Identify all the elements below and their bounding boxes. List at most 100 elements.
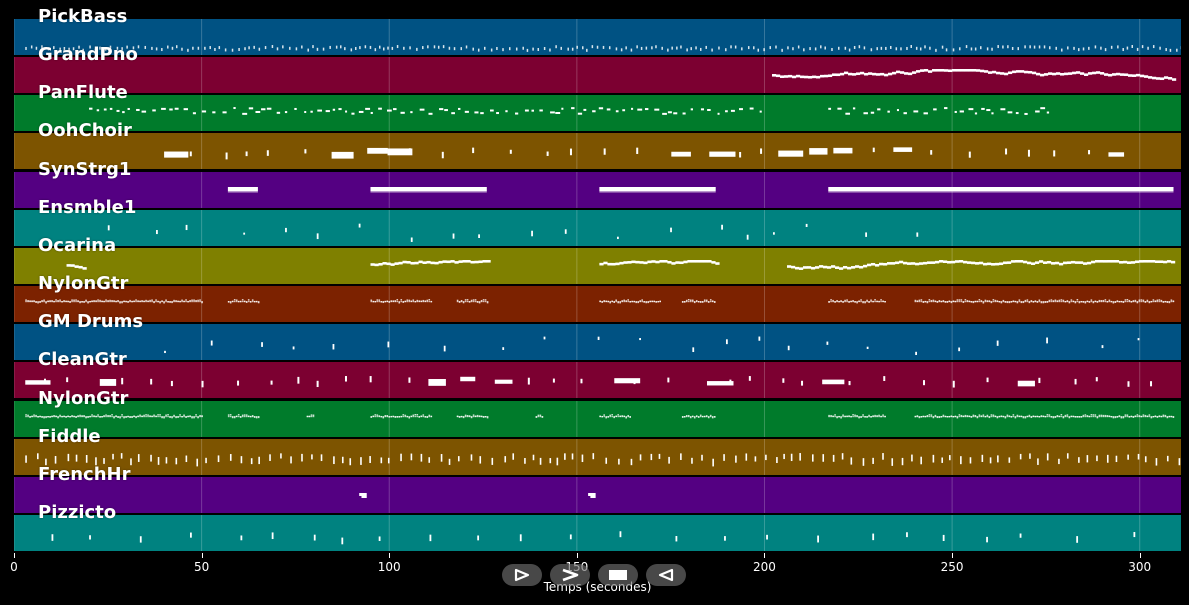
note [285, 227, 287, 232]
note [757, 48, 760, 52]
track-row[interactable]: FrenchHr [14, 464, 1181, 513]
note [1114, 301, 1117, 304]
note [237, 380, 240, 386]
note [420, 453, 423, 462]
note [96, 109, 100, 112]
track-row[interactable]: GM Drums [14, 312, 1181, 361]
note [775, 45, 777, 49]
track-row[interactable]: CleanGtr [14, 350, 1181, 399]
track-row[interactable]: GrandPno [14, 45, 1181, 94]
note [376, 299, 379, 301]
note [1024, 415, 1027, 417]
note [934, 414, 937, 416]
note [1108, 299, 1111, 302]
note [619, 415, 621, 417]
note [486, 301, 489, 303]
note [103, 415, 105, 417]
note [280, 452, 282, 459]
note [950, 415, 953, 417]
note [841, 452, 844, 460]
note [78, 45, 80, 49]
track-row[interactable]: Ensmble1 [14, 197, 1181, 246]
note [1144, 455, 1147, 462]
note [835, 73, 841, 77]
note [374, 48, 377, 52]
note [456, 299, 459, 302]
note [680, 45, 682, 49]
note [462, 301, 465, 303]
track-row[interactable]: OohChoir [14, 121, 1181, 170]
note [67, 301, 69, 303]
note [617, 413, 619, 416]
track-row[interactable]: Pizzicto [14, 502, 1181, 551]
note [75, 299, 77, 301]
track-row[interactable]: PickBass [14, 7, 1181, 55]
note [1090, 415, 1093, 417]
note [982, 302, 985, 304]
note [1044, 301, 1047, 303]
note [992, 301, 995, 303]
note [474, 415, 477, 417]
note [1131, 74, 1137, 78]
note [412, 301, 415, 303]
track-row[interactable]: Ocarina [14, 235, 1181, 284]
note [699, 415, 702, 417]
note [916, 232, 919, 237]
note [1102, 414, 1105, 416]
note [189, 151, 192, 157]
note [884, 301, 886, 303]
track-row[interactable]: NylonGtr [14, 274, 1181, 323]
note [958, 299, 961, 301]
note [683, 301, 686, 303]
x-tick-label: 250 [940, 560, 964, 574]
note [920, 415, 923, 417]
track-row[interactable]: PanFlute [14, 83, 1181, 132]
note [183, 108, 188, 111]
note [468, 415, 471, 417]
note [705, 415, 708, 417]
note [1034, 415, 1037, 417]
note [496, 46, 498, 50]
fast-forward-button[interactable] [550, 564, 590, 586]
note [1098, 259, 1104, 263]
note [74, 265, 79, 268]
note [874, 415, 876, 417]
note [1019, 453, 1022, 460]
note [699, 259, 704, 263]
note [707, 416, 710, 418]
note [247, 299, 250, 301]
note [856, 301, 858, 303]
note [633, 301, 635, 303]
note [682, 112, 686, 115]
note [1022, 301, 1025, 304]
rewind-button[interactable] [646, 564, 686, 586]
note [153, 301, 155, 304]
track-row[interactable]: SynStrg1 [14, 159, 1181, 208]
track-row[interactable]: NylonGtr [14, 388, 1181, 437]
note [1159, 46, 1161, 50]
note [746, 234, 749, 240]
note [936, 415, 939, 417]
note [157, 415, 159, 417]
note [641, 299, 643, 301]
note [171, 301, 173, 303]
track-label: PickBass [38, 6, 128, 27]
note [167, 413, 169, 416]
stop-button[interactable] [598, 564, 638, 586]
track-row[interactable]: Fiddle [14, 426, 1181, 475]
note [47, 415, 49, 417]
note [1040, 415, 1043, 417]
note [515, 47, 518, 51]
note [159, 301, 161, 304]
note [966, 301, 969, 303]
play-button[interactable] [502, 564, 542, 586]
note [691, 415, 694, 417]
note [1162, 415, 1165, 417]
note [741, 47, 743, 51]
note [959, 47, 961, 51]
note [1076, 536, 1079, 543]
note [121, 415, 123, 417]
note [251, 415, 254, 417]
note [928, 415, 931, 417]
note [378, 536, 381, 541]
